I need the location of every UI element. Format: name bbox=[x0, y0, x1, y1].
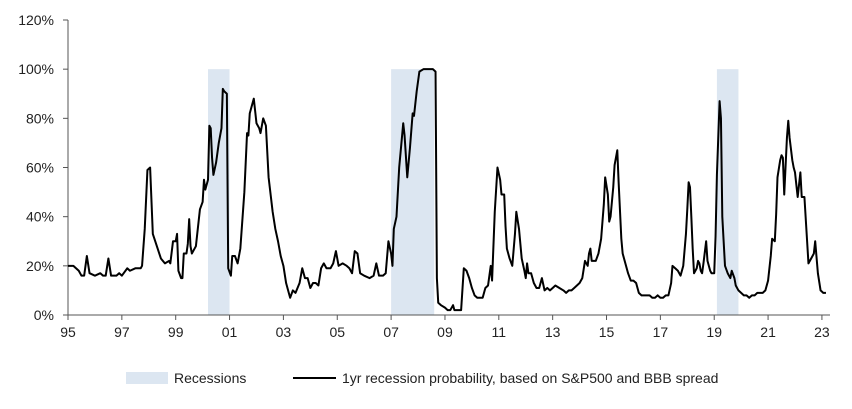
x-tick-label: 13 bbox=[545, 324, 561, 340]
x-tick-label: 21 bbox=[760, 324, 776, 340]
y-axis-ticks: 0% 20% 40% 60% 80% 100% 120% bbox=[18, 12, 68, 323]
y-tick-label: 100% bbox=[18, 61, 54, 77]
legend-swatch-recessions bbox=[126, 372, 168, 384]
x-tick-label: 09 bbox=[437, 324, 453, 340]
y-tick-label: 0% bbox=[34, 307, 54, 323]
series-line-recession-probability bbox=[68, 68, 826, 312]
x-axis-ticks: 95 97 99 01 03 05 07 09 11 13 15 17 19 21 23 bbox=[60, 315, 830, 340]
x-tick-label: 97 bbox=[114, 324, 130, 340]
legend-label-recessions: Recessions bbox=[174, 370, 246, 386]
x-tick-label: 23 bbox=[814, 324, 830, 340]
x-tick-label: 17 bbox=[653, 324, 669, 340]
y-tick-label: 20% bbox=[26, 258, 54, 274]
x-tick-label: 07 bbox=[383, 324, 399, 340]
x-tick-label: 19 bbox=[706, 324, 722, 340]
x-tick-label: 95 bbox=[60, 324, 76, 340]
legend: Recessions 1yr recession probability, ba… bbox=[126, 370, 718, 386]
legend-label-probability-line: 1yr recession probability, based on S&P5… bbox=[342, 370, 718, 386]
x-tick-label: 99 bbox=[168, 324, 184, 340]
recession-band-1 bbox=[208, 69, 230, 316]
y-tick-label: 40% bbox=[26, 209, 54, 225]
y-tick-label: 120% bbox=[18, 12, 54, 28]
x-tick-label: 11 bbox=[492, 324, 507, 340]
x-tick-label: 01 bbox=[222, 324, 238, 340]
recession-band-3 bbox=[716, 69, 739, 316]
series-lines bbox=[68, 68, 826, 312]
x-tick-label: 03 bbox=[276, 324, 292, 340]
x-tick-label: 15 bbox=[599, 324, 615, 340]
recession-bands bbox=[208, 69, 739, 316]
y-tick-label: 60% bbox=[26, 160, 54, 176]
x-tick-label: 05 bbox=[329, 324, 345, 340]
y-tick-label: 80% bbox=[26, 110, 54, 126]
